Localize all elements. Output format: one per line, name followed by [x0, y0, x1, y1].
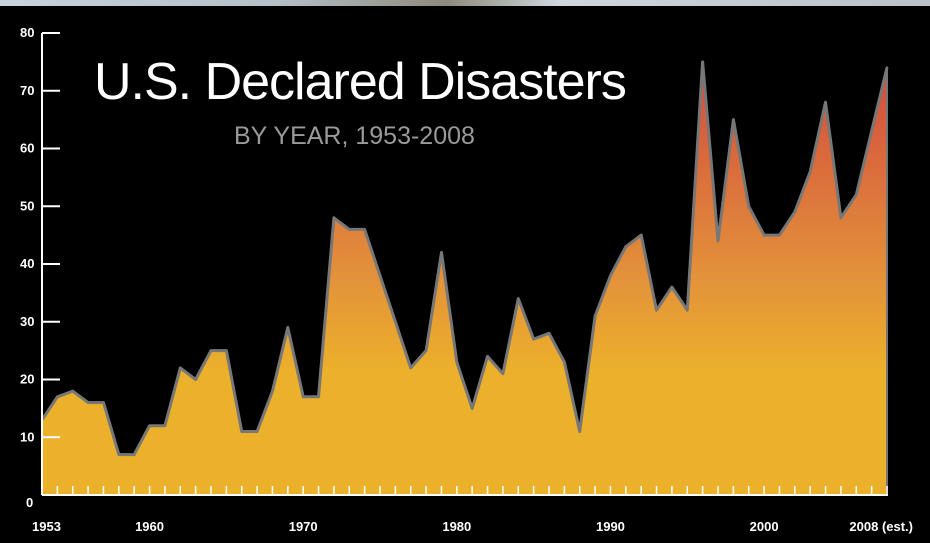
x-tick-label: 1980: [442, 519, 471, 534]
y-tick-label: 0: [26, 495, 33, 510]
plot-layer: [40, 60, 889, 496]
data-point: [885, 66, 889, 69]
data-point: [593, 314, 597, 318]
data-point: [609, 274, 612, 277]
y-tick-label: 20: [20, 372, 34, 387]
data-point: [394, 320, 397, 323]
data-point: [86, 401, 90, 404]
data-point: [317, 395, 320, 398]
data-point: [56, 395, 59, 398]
data-point: [563, 361, 566, 364]
data-point: [71, 389, 74, 393]
data-point: [517, 297, 520, 300]
data-point: [778, 233, 781, 237]
y-tick-label: 80: [20, 25, 34, 40]
data-point: [179, 366, 182, 370]
data-point: [302, 395, 305, 398]
data-point: [501, 372, 505, 375]
data-point: [240, 430, 243, 433]
data-point: [532, 337, 535, 341]
data-point: [578, 430, 581, 433]
data-point: [133, 453, 136, 456]
data-point: [809, 170, 812, 173]
y-tick-label: 30: [20, 314, 34, 329]
series-line: [40, 60, 889, 457]
x-tick-label: 1990: [596, 519, 625, 534]
y-tick-label: 50: [20, 198, 34, 213]
data-point: [332, 216, 336, 219]
data-point: [686, 309, 689, 312]
y-tick-label: 40: [20, 256, 34, 271]
data-point: [732, 118, 735, 121]
data-point: [163, 424, 167, 427]
y-tick-label: 10: [20, 429, 34, 444]
data-point: [440, 251, 443, 254]
data-point: [378, 274, 382, 277]
data-point: [209, 349, 213, 352]
data-point: [363, 228, 366, 231]
x-tick-label: 2008 (est.): [849, 519, 913, 534]
data-point: [716, 239, 720, 243]
data-point: [762, 233, 766, 237]
area-fill: [42, 61, 887, 496]
chart-title: U.S. Declared Disasters: [94, 53, 627, 111]
data-point: [655, 309, 658, 312]
x-tick-label: 1970: [289, 519, 318, 534]
data-point: [455, 361, 458, 364]
y-tick-label: 70: [20, 83, 34, 98]
data-point: [824, 101, 827, 104]
data-point: [409, 366, 412, 370]
data-point: [471, 407, 474, 410]
data-point: [225, 349, 228, 352]
chart-frame: 0 10 20 30 40 50 60 70 80 1953 1960 1970 1980 1990 200…: [4, 6, 926, 543]
x-tick-label: 1960: [135, 519, 164, 534]
data-point: [486, 355, 489, 358]
data-point: [839, 216, 843, 219]
x-tick-label: 1953: [32, 519, 61, 534]
data-point: [855, 193, 858, 196]
data-point: [148, 424, 151, 427]
data-point: [793, 210, 796, 214]
data-point: [348, 228, 351, 231]
chart-subtitle: BY YEAR, 1953-2008: [234, 122, 475, 150]
area-chart: 0 10 20 30 40 50 60 70 80 1953 1960 1970 1980 1990 200…: [20, 25, 913, 534]
data-point: [670, 285, 674, 289]
data-point: [117, 453, 121, 456]
data-point: [624, 245, 627, 248]
data-point: [547, 332, 551, 335]
x-tick-label: 2000: [750, 519, 779, 534]
data-point: [870, 130, 873, 133]
y-tick-label: 60: [20, 141, 34, 156]
data-point: [286, 326, 289, 329]
data-point: [255, 430, 259, 433]
data-point: [194, 378, 197, 381]
data-point: [640, 233, 643, 237]
data-point: [747, 205, 750, 208]
axis-layer: 0 10 20 30 40 50 60 70 80 1953 1960 1970 1980 1990 200…: [20, 25, 913, 534]
data-point: [701, 60, 704, 64]
data-point: [424, 349, 428, 352]
data-point: [271, 389, 274, 393]
data-point: [102, 401, 105, 404]
top-photo-strip: [0, 0, 930, 6]
